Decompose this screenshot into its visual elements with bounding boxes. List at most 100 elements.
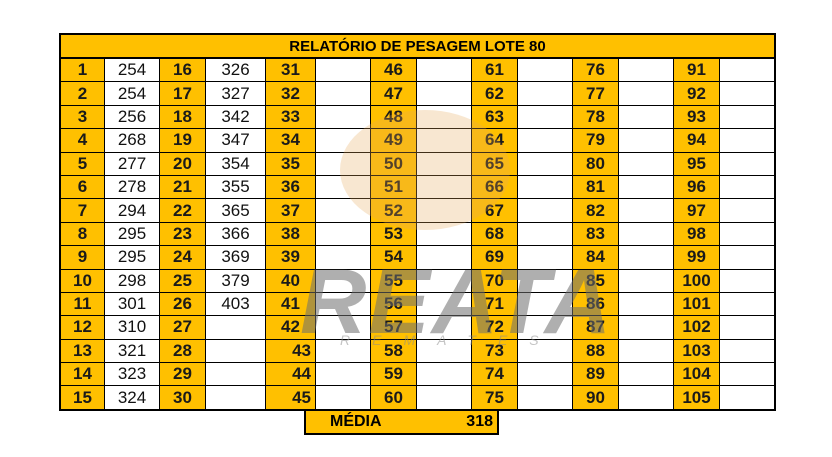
animal-number: 57 (370, 315, 417, 340)
animal-number: 55 (370, 268, 417, 293)
animal-number: 105 (673, 385, 720, 411)
animal-weight: 366 (205, 221, 266, 247)
animal-number: 36 (265, 174, 316, 200)
table-row: 7 294 22 365 37 52 67 82 97 (59, 198, 776, 223)
animal-weight: 347 (205, 128, 266, 153)
table-row: 3 256 18 342 33 48 63 78 93 (59, 104, 776, 130)
animal-weight: 365 (205, 198, 266, 223)
animal-number: 9 (59, 245, 105, 270)
animal-weight: 324 (104, 385, 160, 411)
animal-weight (618, 81, 674, 106)
animal-number: 22 (159, 198, 206, 223)
animal-number: 90 (572, 385, 619, 411)
animal-number: 64 (471, 128, 518, 153)
animal-number: 20 (159, 151, 206, 176)
table-row: 14 323 29 44 59 74 89 104 (59, 362, 776, 387)
animal-weight (315, 268, 371, 293)
animal-weight (719, 198, 776, 223)
table-row: 10 298 25 379 40 55 70 85 100 (59, 268, 776, 293)
animal-number: 43 (265, 338, 316, 364)
animal-number: 80 (572, 151, 619, 176)
table-row: 1 254 16 326 31 46 61 76 91 (59, 57, 776, 83)
animal-weight (416, 81, 472, 106)
animal-weight (517, 151, 573, 176)
animal-number: 66 (471, 174, 518, 200)
animal-number: 27 (159, 315, 206, 340)
animal-weight (205, 362, 266, 387)
table-row: 13 321 28 43 58 73 88 103 (59, 338, 776, 364)
animal-number: 45 (265, 385, 316, 411)
animal-weight (719, 291, 776, 317)
animal-number: 92 (673, 81, 720, 106)
animal-number: 85 (572, 268, 619, 293)
animal-number: 93 (673, 104, 720, 130)
animal-weight (618, 104, 674, 130)
animal-weight (517, 268, 573, 293)
animal-weight (517, 221, 573, 247)
animal-number: 91 (673, 57, 720, 83)
animal-number: 63 (471, 104, 518, 130)
table-row: 5 277 20 354 35 50 65 80 95 (59, 151, 776, 176)
animal-weight (618, 385, 674, 411)
animal-weight (416, 198, 472, 223)
animal-number: 29 (159, 362, 206, 387)
animal-number: 15 (59, 385, 105, 411)
animal-weight (618, 362, 674, 387)
animal-number: 74 (471, 362, 518, 387)
animal-weight (416, 291, 472, 317)
animal-number: 5 (59, 151, 105, 176)
animal-number: 56 (370, 291, 417, 317)
animal-weight (205, 315, 266, 340)
animal-weight (618, 128, 674, 153)
average-row: MÉDIA 318 (304, 409, 499, 435)
animal-weight (719, 174, 776, 200)
animal-number: 19 (159, 128, 206, 153)
table-row: 11 301 26 403 41 56 71 86 101 (59, 291, 776, 317)
animal-weight (517, 362, 573, 387)
animal-weight (416, 245, 472, 270)
animal-number: 73 (471, 338, 518, 364)
animal-number: 61 (471, 57, 518, 83)
animal-weight (315, 385, 371, 411)
animal-number: 1 (59, 57, 105, 83)
animal-weight (719, 104, 776, 130)
animal-weight: 323 (104, 362, 160, 387)
animal-weight (315, 245, 371, 270)
animal-number: 98 (673, 221, 720, 247)
animal-number: 84 (572, 245, 619, 270)
animal-number: 53 (370, 221, 417, 247)
animal-weight (416, 151, 472, 176)
animal-number: 34 (265, 128, 316, 153)
animal-weight: 256 (104, 104, 160, 130)
animal-number: 76 (572, 57, 619, 83)
average-label: MÉDIA (330, 413, 382, 430)
animal-weight: 326 (205, 57, 266, 83)
animal-weight (517, 385, 573, 411)
animal-weight (719, 245, 776, 270)
animal-weight (618, 315, 674, 340)
animal-number: 97 (673, 198, 720, 223)
animal-number: 42 (265, 315, 316, 340)
animal-weight (315, 198, 371, 223)
animal-weight: 277 (104, 151, 160, 176)
animal-weight: 327 (205, 81, 266, 106)
animal-weight (315, 338, 371, 364)
animal-weight (416, 338, 472, 364)
table-row: 12 310 27 42 57 72 87 102 (59, 315, 776, 340)
animal-weight: 403 (205, 291, 266, 317)
animal-number: 78 (572, 104, 619, 130)
animal-number: 40 (265, 268, 316, 293)
animal-number: 4 (59, 128, 105, 153)
animal-weight (416, 221, 472, 247)
animal-weight (517, 338, 573, 364)
animal-weight (618, 57, 674, 83)
animal-number: 37 (265, 198, 316, 223)
animal-number: 87 (572, 315, 619, 340)
animal-weight (719, 268, 776, 293)
animal-number: 103 (673, 338, 720, 364)
animal-weight (517, 128, 573, 153)
table-row: 9 295 24 369 39 54 69 84 99 (59, 245, 776, 270)
animal-number: 46 (370, 57, 417, 83)
animal-weight (315, 362, 371, 387)
animal-weight (416, 174, 472, 200)
